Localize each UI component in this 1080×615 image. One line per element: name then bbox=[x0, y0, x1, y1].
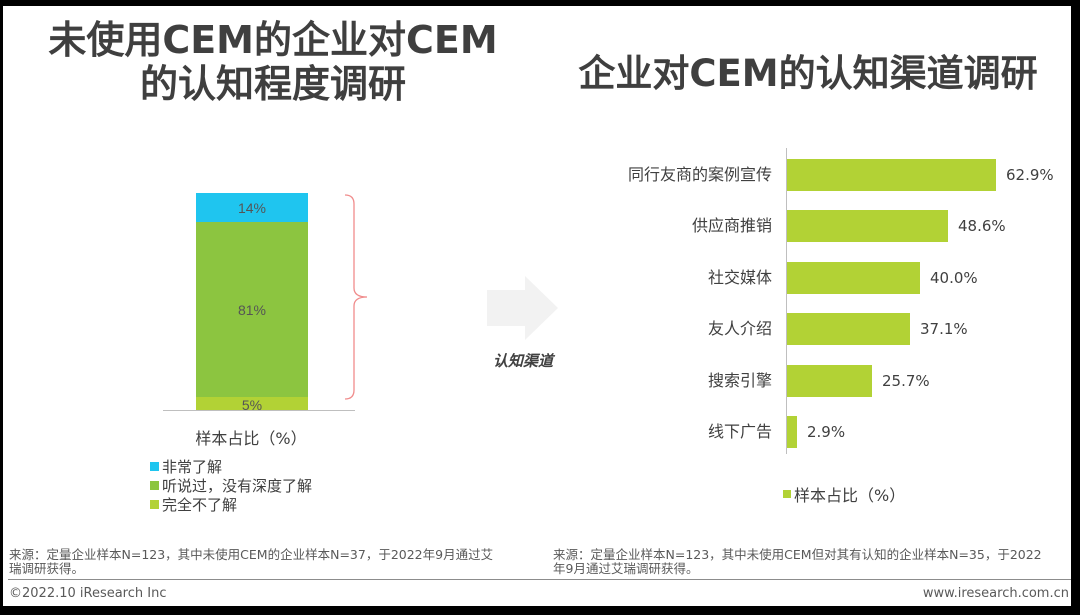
bar-value-label: 40.0% bbox=[930, 269, 978, 287]
legend-label: 完全不了解 bbox=[162, 496, 238, 514]
right-title: 企业对CEM的认知渠道调研 bbox=[578, 52, 1038, 95]
stacked-axis-label: 样本占比（%） bbox=[195, 429, 307, 448]
stacked-bar-chart: 14% 81% 5% 样本占比（%） 非常了解 听说过，没有深度了解 bbox=[3, 6, 543, 546]
bar-row: 供应商推销 48.6% bbox=[3, 210, 1071, 242]
left-source-note: 来源：定量企业样本N=123，其中未使用CEM的企业样本N=37，于2022年9… bbox=[9, 548, 529, 576]
bar-value-label: 2.9% bbox=[807, 423, 846, 441]
segment-not-familiar: 5% bbox=[196, 397, 308, 413]
bar-category-label: 搜索引擎 bbox=[707, 371, 772, 390]
bar-category-label: 友人介绍 bbox=[707, 319, 772, 338]
footer-website[interactable]: www.iresearch.com.cn bbox=[922, 586, 1069, 601]
horizontal-bar-chart: 同行友商的案例宣传 62.9% 供应商推销 48.6% 社交媒体 40.0% 友人介绍 37.… bbox=[3, 6, 1071, 546]
left-title-line1: 未使用CEM的企业对CEM bbox=[48, 18, 498, 62]
bar bbox=[787, 262, 920, 294]
bar-row: 同行友商的案例宣传 62.9% bbox=[3, 159, 1071, 191]
bar-value-label: 25.7% bbox=[882, 372, 930, 390]
right-source-line1: 来源：定量企业样本N=123，其中未使用CEM但对其有认知的企业样本N=35，于… bbox=[553, 547, 1042, 562]
bar-row: 线下广告 2.9% bbox=[3, 416, 1071, 448]
left-title-line2: 的认知程度调研 bbox=[139, 62, 406, 106]
bar-legend: 样本占比（%） bbox=[783, 482, 905, 506]
bar-value-label: 37.1% bbox=[920, 320, 968, 338]
bar bbox=[787, 159, 996, 191]
bar bbox=[787, 416, 797, 448]
legend-swatch bbox=[150, 500, 159, 509]
segment-label: 14% bbox=[237, 199, 267, 216]
y-axis-line bbox=[786, 148, 787, 454]
bar bbox=[787, 313, 910, 345]
bar-category-label: 社交媒体 bbox=[707, 268, 772, 287]
bar-category-label: 线下广告 bbox=[707, 422, 772, 441]
bar bbox=[787, 365, 872, 397]
right-source-note: 来源：定量企业样本N=123，其中未使用CEM但对其有认知的企业样本N=35，于… bbox=[553, 548, 1073, 576]
legend-swatch bbox=[783, 490, 791, 498]
bar-row: 社交媒体 40.0% bbox=[3, 262, 1071, 294]
connector-label: 认知渠道 bbox=[492, 352, 553, 370]
segment-very-familiar: 14% bbox=[196, 193, 308, 222]
left-title: 未使用CEM的企业对CEM 的认知程度调研 bbox=[3, 18, 543, 106]
legend-label: 非常了解 bbox=[162, 458, 223, 476]
x-axis-line bbox=[163, 410, 355, 411]
brace-icon bbox=[344, 194, 368, 400]
bar-row: 友人介绍 37.1% bbox=[3, 313, 1071, 345]
bar-value-label: 62.9% bbox=[1006, 166, 1054, 184]
right-source-line2: 年9月通过艾瑞调研获得。 bbox=[553, 561, 699, 576]
bar-value-label: 48.6% bbox=[958, 217, 1006, 235]
stacked-legend: 非常了解 听说过，没有深度了解 完全不了解 bbox=[150, 457, 312, 514]
footer-copyright: ©2022.10 iResearch Inc bbox=[9, 586, 167, 601]
left-source-line1: 来源：定量企业样本N=123，其中未使用CEM的企业样本N=37，于2022年9… bbox=[9, 547, 494, 562]
legend-label: 听说过，没有深度了解 bbox=[162, 477, 313, 495]
segment-label: 81% bbox=[237, 301, 267, 318]
slide-page: 未使用CEM的企业对CEM 的认知程度调研 企业对CEM的认知渠道调研 14% … bbox=[3, 6, 1071, 606]
legend-swatch bbox=[150, 462, 159, 471]
legend-label: 样本占比（%） bbox=[794, 486, 906, 505]
bar-category-label: 同行友商的案例宣传 bbox=[627, 165, 772, 184]
segment-heard-of: 81% bbox=[196, 222, 308, 397]
footer-divider bbox=[8, 579, 1071, 580]
legend-item-very-familiar: 非常了解 bbox=[150, 457, 312, 476]
bar-category-label: 供应商推销 bbox=[691, 216, 772, 235]
left-source-line2: 瑞调研获得。 bbox=[9, 561, 85, 576]
legend-item-heard-of: 听说过，没有深度了解 bbox=[150, 476, 312, 495]
stacked-bar: 14% 81% 5% bbox=[196, 193, 308, 413]
segment-label: 5% bbox=[241, 397, 263, 413]
legend-swatch bbox=[150, 481, 159, 490]
bar-row: 搜索引擎 25.7% bbox=[3, 365, 1071, 397]
right-arrow-icon bbox=[487, 276, 558, 340]
bar bbox=[787, 210, 948, 242]
legend-item-not-familiar: 完全不了解 bbox=[150, 495, 312, 514]
